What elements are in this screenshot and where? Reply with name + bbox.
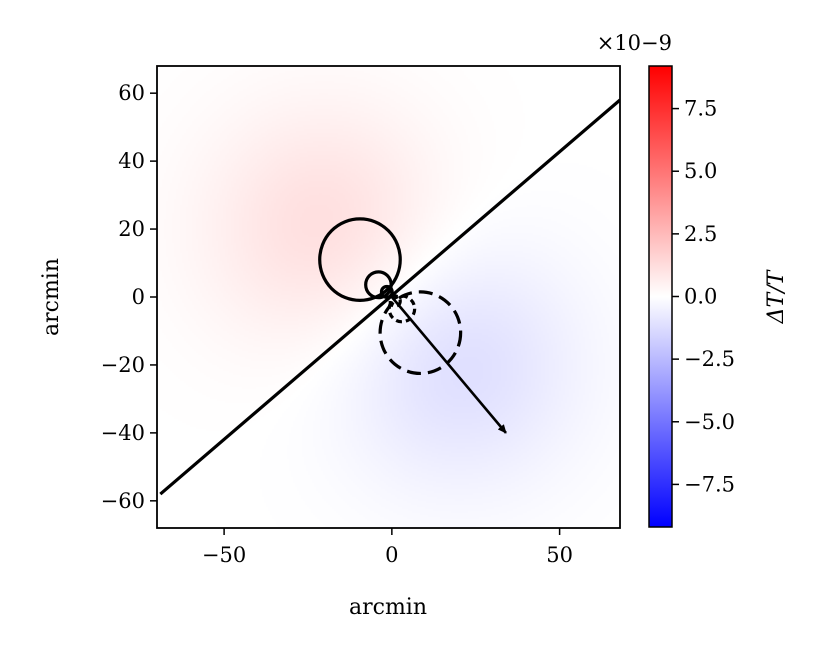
y-tick-label: 20 xyxy=(118,217,145,241)
direction-arrow xyxy=(390,296,507,434)
solid-circle-0 xyxy=(318,217,402,302)
dashed-circle-2 xyxy=(388,294,402,308)
solid-circle-1 xyxy=(364,270,393,300)
colorbar-tick-label: 0.0 xyxy=(684,285,717,309)
y-tick-label: 40 xyxy=(118,149,145,173)
x-axis: −50 0 50 xyxy=(202,528,573,567)
solid-circle-2 xyxy=(379,284,394,299)
y-tick-label: −40 xyxy=(101,421,145,445)
x-tick-label: 50 xyxy=(546,543,573,567)
colorbar-tick-label: 5.0 xyxy=(684,159,717,183)
y-tick-label: −20 xyxy=(101,353,145,377)
colorbar-tick-label: −5.0 xyxy=(684,410,735,434)
x-axis-label: arcmin xyxy=(349,595,427,620)
colorbar: −7.5 −5.0 −2.5 0.0 2.5 5.0 7.5 ×10−9 ΔT/T xyxy=(597,31,789,528)
colorbar-tick-label: −7.5 xyxy=(684,472,735,496)
x-tick-label: 0 xyxy=(385,543,398,567)
y-tick-label: −60 xyxy=(101,489,145,513)
colorbar-tick-label: −2.5 xyxy=(684,347,735,371)
y-tick-label: 60 xyxy=(118,81,145,105)
plot-area xyxy=(156,65,621,529)
x-tick-label: −50 xyxy=(202,543,246,567)
colorbar-gradient xyxy=(648,65,673,528)
overlay-layer xyxy=(159,98,620,496)
y-axis-label: arcmin xyxy=(39,258,64,336)
colorbar-tick-label: 2.5 xyxy=(684,222,717,246)
colorbar-label: ΔT/T xyxy=(764,268,789,324)
colorbar-multiplier: ×10−9 xyxy=(597,31,672,55)
y-tick-label: 0 xyxy=(132,285,145,309)
dashed-circle-1 xyxy=(387,294,417,324)
colorbar-tick-label: 7.5 xyxy=(684,97,717,121)
dashed-circle-0 xyxy=(378,290,463,376)
y-axis: −60 −40 −20 0 20 40 60 xyxy=(101,81,157,513)
colorbar-ticks: −7.5 −5.0 −2.5 0.0 2.5 5.0 7.5 xyxy=(672,97,735,496)
